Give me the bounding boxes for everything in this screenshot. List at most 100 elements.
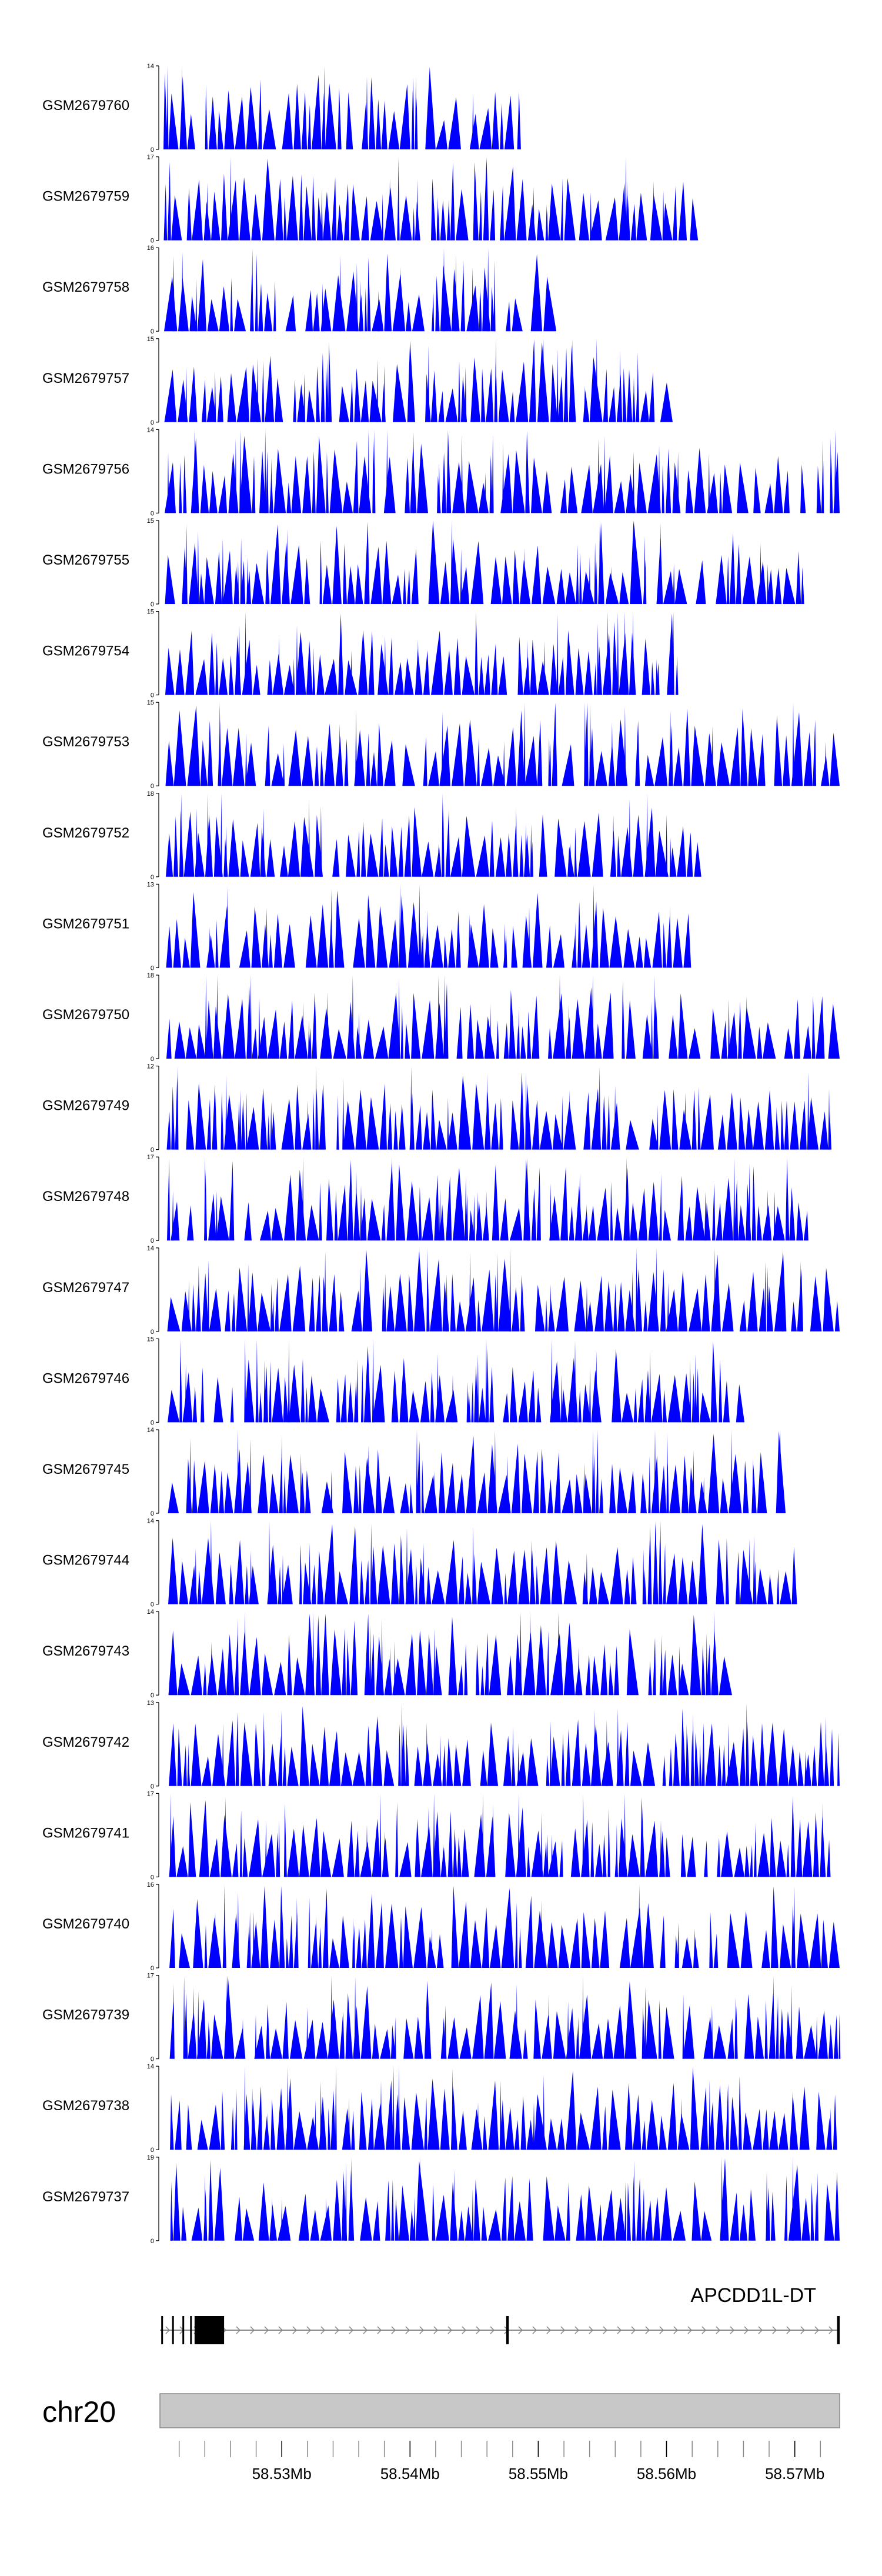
coverage-spike xyxy=(694,1928,696,1968)
coverage-peak xyxy=(386,1163,395,1241)
coverage-spike xyxy=(624,1793,626,1877)
coverage-spike xyxy=(656,1104,659,1150)
coverage-peak xyxy=(446,1738,453,1786)
coverage-peak xyxy=(224,90,235,149)
coverage-spike xyxy=(355,1171,358,1241)
coverage-peak xyxy=(619,183,627,241)
coverage-spike xyxy=(406,1724,407,1786)
coverage-peak xyxy=(290,2020,303,2059)
coverage-peak xyxy=(335,890,345,968)
coverage-peak xyxy=(557,2118,565,2150)
coverage-peak xyxy=(484,1982,494,2059)
coverage-peak xyxy=(260,826,266,877)
coverage-peak xyxy=(415,1564,418,1604)
coverage-peak xyxy=(625,1290,636,1332)
coverage-peak xyxy=(769,2111,779,2150)
coverage-peak xyxy=(278,2205,291,2241)
coverage-peak xyxy=(673,917,683,968)
coverage-peak xyxy=(833,2094,837,2150)
coverage-spike xyxy=(307,1100,309,1150)
coverage-spike xyxy=(711,2005,713,2059)
coverage-peak xyxy=(506,301,511,332)
coverage-peak xyxy=(383,456,396,513)
coverage-spike xyxy=(517,1743,520,1786)
coverage-peak xyxy=(448,929,456,968)
coverage-peak xyxy=(645,2200,653,2241)
coverage-spike xyxy=(777,1995,779,2059)
coverage-peak xyxy=(579,553,582,604)
strand-arrow xyxy=(730,2326,735,2334)
coverage-peak xyxy=(486,368,494,422)
coverage-peak xyxy=(305,1470,311,1513)
coverage-spike xyxy=(356,1359,359,1423)
coverage-peak xyxy=(780,1924,791,1968)
coverage-peak xyxy=(514,2120,520,2150)
coverage-peak xyxy=(166,926,172,968)
coverage-peak xyxy=(360,380,369,422)
coverage-peak xyxy=(626,1000,636,1059)
coverage-peak xyxy=(215,1552,226,1604)
coverage-peak xyxy=(542,566,556,604)
coverage-spike xyxy=(412,77,415,149)
coverage-spike xyxy=(597,439,600,513)
coverage-peak xyxy=(278,1566,282,1604)
coverage-peak xyxy=(636,192,647,241)
coverage-spike xyxy=(799,1260,801,1332)
coverage-peak xyxy=(574,1185,583,1241)
coverage-peak xyxy=(691,2181,701,2241)
coverage-peak xyxy=(530,639,537,695)
coverage-spike xyxy=(589,557,591,604)
coverage-peak xyxy=(190,892,201,968)
strand-arrow xyxy=(292,2326,298,2334)
strand-arrow xyxy=(278,2326,283,2334)
coverage-peak xyxy=(442,452,447,513)
coverage-spike xyxy=(339,255,341,332)
coverage-spike xyxy=(586,1286,588,1332)
coverage-peak xyxy=(456,1301,465,1332)
coverage-peak xyxy=(396,1164,406,1241)
coverage-spike xyxy=(779,1430,781,1513)
coverage-spike xyxy=(235,438,237,513)
coverage-spike xyxy=(656,659,657,695)
coverage-spike xyxy=(183,1975,185,2059)
coverage-peak xyxy=(381,1204,386,1241)
coverage-peak xyxy=(450,836,462,877)
coverage-peak xyxy=(176,1846,188,1877)
coverage-spike xyxy=(244,1339,246,1423)
coverage-peak xyxy=(347,1002,355,1059)
coverage-peak xyxy=(704,1840,708,1877)
coverage-peak xyxy=(642,2006,646,2059)
axis-tick-label: 58.57Mb xyxy=(765,2465,824,2482)
coverage-peak xyxy=(267,1115,270,1150)
y-max-label: 14 xyxy=(147,1609,154,1616)
coverage-peak xyxy=(462,816,476,877)
coverage-peak xyxy=(552,1114,563,1150)
coverage-peak xyxy=(509,391,515,422)
coverage-peak xyxy=(626,1120,639,1150)
coverage-peak xyxy=(407,902,420,968)
coverage-spike xyxy=(638,1884,640,1968)
coverage-peak xyxy=(552,702,557,786)
coverage-spike xyxy=(225,1075,228,1150)
coverage-spike xyxy=(308,1897,310,1968)
coverage-peak xyxy=(703,2016,714,2059)
coverage-spike xyxy=(634,520,636,604)
coverage-spike xyxy=(709,2080,711,2150)
coverage-peak xyxy=(360,1197,367,1241)
coverage-spike xyxy=(596,338,598,422)
coverage-peak xyxy=(716,1203,723,1241)
coverage-peak xyxy=(660,382,673,422)
coverage-peak xyxy=(663,570,674,604)
coverage-peak xyxy=(169,1908,175,1968)
coverage-spike xyxy=(551,1834,553,1877)
coverage-peak xyxy=(589,1567,597,1604)
coverage-peak xyxy=(293,379,296,422)
coverage-peak xyxy=(526,1846,530,1877)
coverage-peak xyxy=(716,1539,724,1604)
coverage-peak xyxy=(585,2185,596,2241)
coverage-peak xyxy=(553,934,564,968)
axis-tick-label: 58.54Mb xyxy=(380,2465,440,2482)
coverage-peak xyxy=(296,1169,306,1241)
coverage-peak xyxy=(746,1183,751,1241)
coverage-peak xyxy=(547,1921,558,1968)
